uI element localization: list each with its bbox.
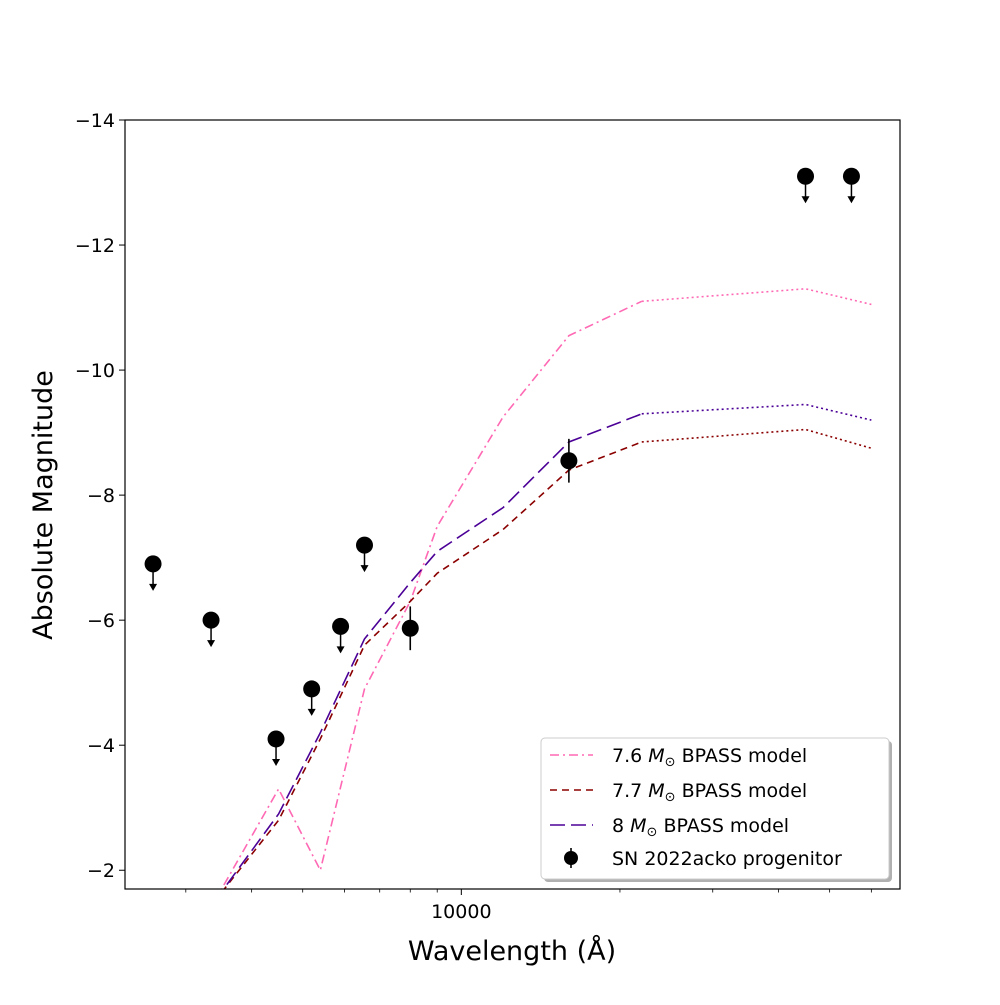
y-axis-label: Absolute Magnitude [28,370,59,640]
progenitor-point-4 [332,617,350,654]
legend: 7.6 M⊙ BPASS model 7.7 M⊙ BPASS model 8 M⊙… [540,737,892,882]
marker-3 [303,680,321,698]
y-tick-label-0: −2 [87,860,115,882]
marker-5 [355,536,373,554]
x-axis-label: Wavelength (Å) [408,935,616,967]
progenitor-point-0 [144,555,162,591]
upper-limit-arrowhead-4 [336,646,345,654]
legend-label-points: SN 2022acko progenitor [612,848,842,870]
y-tick-label-2: −6 [87,610,115,632]
progenitor-point-3 [303,680,321,716]
progenitor-point-5 [355,536,373,573]
upper-limit-arrowhead-8 [801,196,810,204]
y-tick-label-6: −14 [75,110,115,132]
marker-2 [267,730,285,748]
legend-point-marker [564,851,578,865]
axes-frame [124,119,901,890]
series-line-1 [223,441,643,889]
upper-limit-arrowhead-0 [149,583,158,591]
series-line-0 [220,300,643,889]
progenitor-point-8 [797,167,815,204]
y-tick-label-1: −4 [87,735,115,757]
marker-8 [797,167,815,185]
marker-0 [144,555,162,573]
progenitor-point-9 [842,167,860,204]
marker-1 [202,611,220,629]
progenitor-point-7 [560,438,578,483]
marker-6 [401,619,419,637]
legend-label-1: 7.7 M⊙ BPASS model [612,780,807,805]
legend-box [540,737,890,880]
upper-limit-arrowhead-3 [307,708,316,716]
ticks-layer: −2 −4 −6 −8 −10 −12 −14 10000 [75,110,872,923]
progenitor-point-6 [401,606,419,651]
x-tick-label-0: 10000 [431,901,491,923]
marker-9 [842,167,860,185]
legend-label-2: 8 M⊙ BPASS model [612,815,789,840]
series-line-2 [222,413,643,889]
points-layer [144,167,860,766]
legend-label-0: 7.6 M⊙ BPASS model [612,745,807,770]
marker-7 [560,452,578,470]
series-layer [220,287,872,889]
upper-limit-arrowhead-2 [272,758,281,766]
y-tick-label-4: −10 [75,360,115,382]
upper-limit-arrowhead-9 [847,196,856,204]
upper-limit-arrowhead-5 [360,565,369,573]
progenitor-point-1 [202,611,220,648]
progenitor-point-2 [267,730,285,766]
y-tick-label-5: −12 [75,235,115,257]
marker-4 [332,617,350,635]
y-tick-label-3: −8 [87,485,115,507]
upper-limit-arrowhead-1 [207,640,216,648]
